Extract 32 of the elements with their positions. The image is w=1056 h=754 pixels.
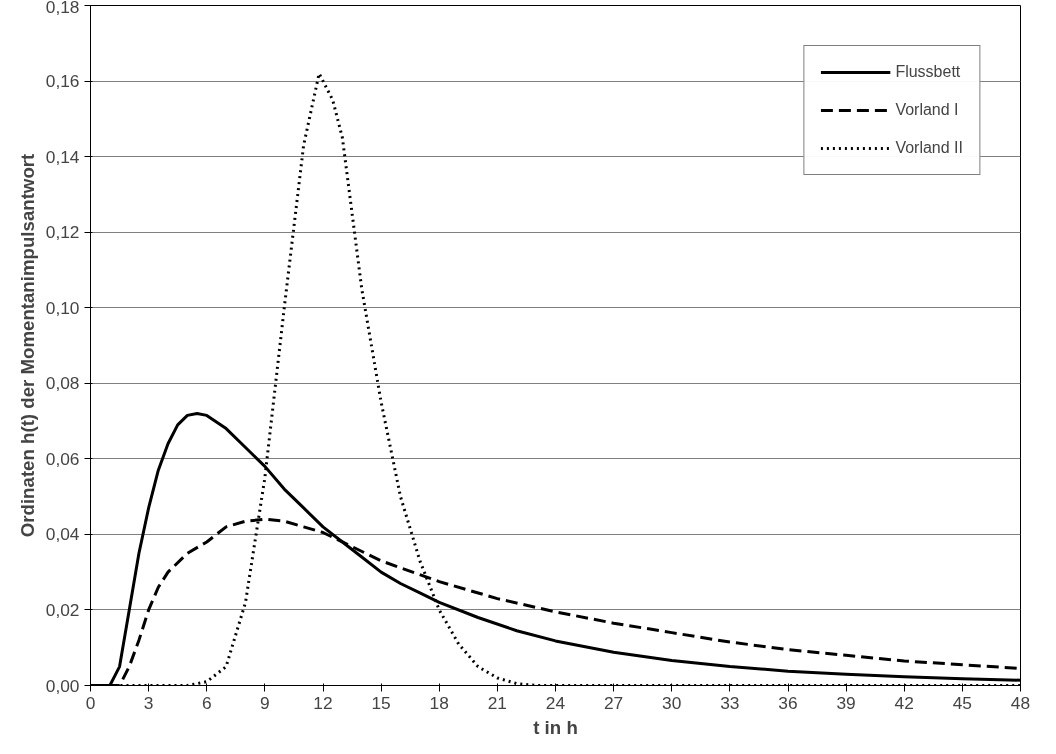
y-tick-label: 0,12 [45,222,80,243]
x-tick-label: 39 [836,692,856,713]
y-tick-label: 0,06 [45,448,80,469]
y-tick-label: 0,10 [45,297,80,318]
x-tick-label: 33 [720,692,740,713]
legend-label: Vorland I [895,101,959,119]
x-tick-label: 6 [201,692,212,713]
x-tick-label: 45 [952,692,973,713]
x-tick-label: 18 [429,692,449,713]
x-tick-label: 24 [545,692,566,713]
x-tick-label: 3 [143,692,154,713]
x-tick-label: 21 [487,692,508,713]
x-tick-label: 9 [260,692,270,713]
x-axis-title: t in h [533,716,578,738]
x-tick-label: 36 [778,692,798,713]
x-tick-label: 48 [1010,692,1031,713]
x-tick-label: 15 [371,692,391,713]
y-tick-label: 0,14 [45,146,80,167]
x-tick-label: 0 [85,692,96,713]
legend-label: Flussbett [895,63,961,81]
y-axis-title: Ordinaten h(t) der Momentanimpulsantwort [16,153,38,538]
x-tick-label: 12 [313,692,333,713]
legend-label: Vorland II [895,139,963,157]
y-tick-label: 0,16 [45,71,80,92]
x-tick-label: 42 [894,692,914,713]
y-tick-label: 0,08 [45,373,80,394]
y-tick-label: 0,18 [45,0,80,17]
y-tick-label: 0,04 [45,524,80,545]
y-tick-label: 0,00 [45,675,80,696]
x-tick-label: 30 [662,692,682,713]
y-tick-label: 0,02 [45,599,80,620]
x-tick-label: 27 [603,692,624,713]
